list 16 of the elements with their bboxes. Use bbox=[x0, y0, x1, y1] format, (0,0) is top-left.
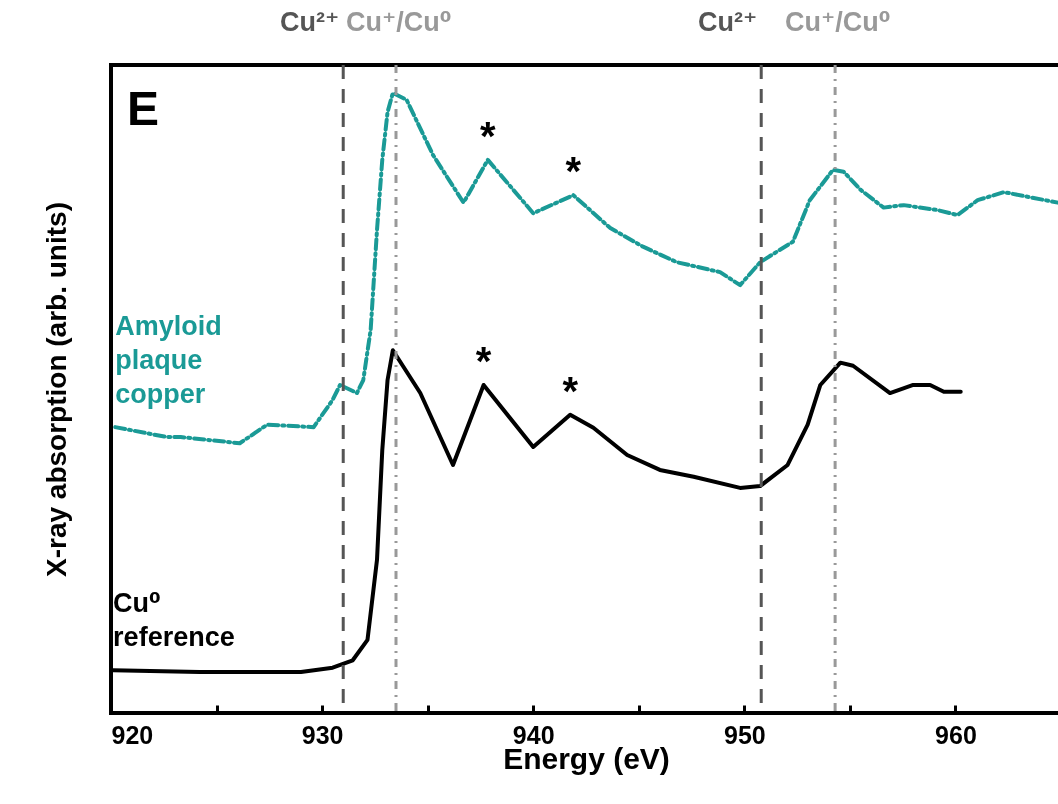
ref-line-label: Cu⁺/Cu⁰ bbox=[346, 7, 452, 37]
series-label: Cu⁰ reference bbox=[113, 588, 235, 653]
ref-line-label: Cu²⁺ bbox=[279, 7, 340, 37]
x-tick-label: 930 bbox=[301, 720, 344, 749]
x-tick-label: 920 bbox=[111, 720, 154, 749]
annotation: * bbox=[480, 113, 497, 158]
x-tick-label: 960 bbox=[935, 720, 977, 749]
annotation: * bbox=[565, 149, 582, 194]
annotation: * bbox=[475, 338, 492, 383]
x-tick-label: 950 bbox=[723, 720, 766, 749]
ref-line-label: Cu⁺/Cu⁰ bbox=[785, 7, 891, 37]
series-label: Amyloid plaque copper bbox=[115, 311, 222, 410]
y-axis-title: X-ray absorption (arb. units) bbox=[40, 202, 72, 577]
ref-line-label: Cu²⁺ bbox=[697, 7, 758, 37]
annotation: * bbox=[562, 368, 579, 413]
annotation: E bbox=[127, 82, 160, 135]
